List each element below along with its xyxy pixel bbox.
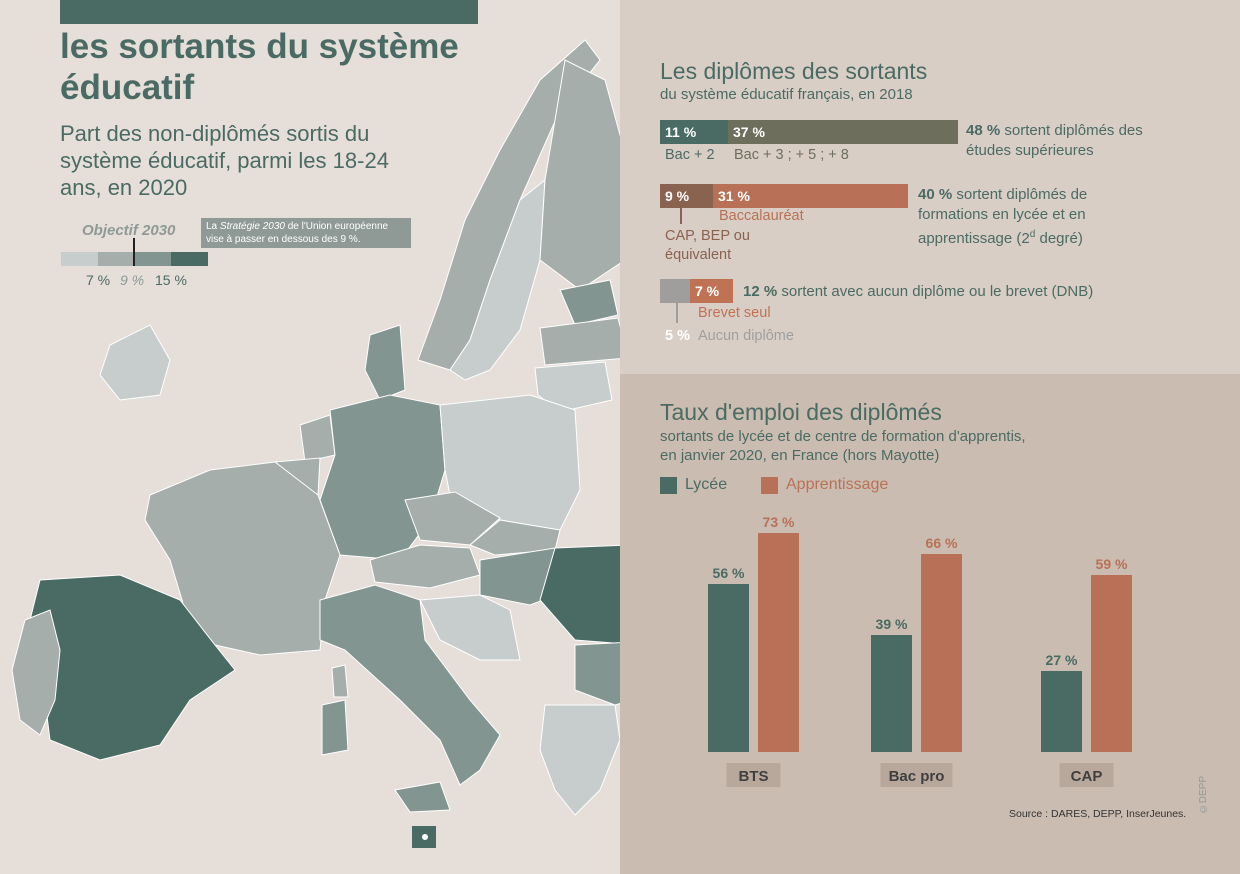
emploi-subtitle-1: sortants de lycée et de centre de format… <box>660 428 1026 445</box>
objective-marker <box>133 238 135 266</box>
seg-bac: 31 % <box>713 184 908 208</box>
note-superieur-text: sortent diplômés des études supérieures <box>966 122 1143 159</box>
legend-apprentissage-swatch <box>761 477 778 494</box>
label-brevet: Brevet seul <box>698 305 771 321</box>
label-bac3: Bac + 3 ; + 5 ; + 8 <box>734 147 849 163</box>
map-czechia <box>404 491 501 546</box>
legend-lycee-swatch <box>660 477 677 494</box>
note-aucun-value: 12 % <box>743 283 778 300</box>
map-ireland <box>99 324 171 401</box>
map-finland <box>539 59 620 291</box>
objective-note-prefix: La <box>206 221 220 232</box>
label-cap: CAP, BEP ou équivalent <box>665 228 750 263</box>
legend-lycee-label: Lycée <box>685 476 728 493</box>
objective-note-suffix: de l'Union européenne vise à passer en d… <box>206 221 389 245</box>
aucun-connector <box>676 303 678 323</box>
note-aucun: 12 % sortent avec aucun diplôme ou le br… <box>743 282 1183 302</box>
diplomes-subtitle: du système éducatif français, en 2018 <box>660 86 913 103</box>
seg-bac3: 37 % <box>728 120 958 144</box>
note-superieur: 48 % sortent diplômés des études supérie… <box>966 121 1166 161</box>
objective-note-em: Stratégie 2030 <box>219 221 285 232</box>
label-bac: Baccalauréat <box>719 208 804 224</box>
objective-label: Objectif 2030 <box>82 222 176 239</box>
map-subtitle: Part des non-diplômés sortis du système … <box>60 121 389 200</box>
diplomes-title: Les diplômes des sortants <box>660 58 928 84</box>
map-netherlands <box>299 414 336 463</box>
note-aucun-text: sortent avec aucun diplôme ou le brevet … <box>777 283 1094 300</box>
map-estonia <box>559 279 619 326</box>
seg-cap: 9 % <box>660 184 713 208</box>
cap-connector <box>680 208 682 224</box>
map-malta <box>422 834 428 840</box>
legend-swatch-4 <box>171 252 208 266</box>
legend-apprentissage-label: Apprentissage <box>786 476 889 493</box>
map-bulgaria <box>574 642 620 706</box>
map-greece <box>539 704 620 816</box>
map-sicily <box>394 781 451 813</box>
note-superieur-value: 48 % <box>966 122 1001 139</box>
legend-swatch-1 <box>61 252 98 266</box>
legend-swatch-3 <box>135 252 171 266</box>
europe-map <box>11 39 620 848</box>
map-latvia <box>539 317 620 366</box>
map-lithuania <box>534 361 613 413</box>
note-second-degre-sup: d <box>1029 229 1036 240</box>
source-note: Source : DARES, DEPP, InserJeunes. <box>1009 808 1187 820</box>
copyright: ©DEPP <box>1198 776 1209 815</box>
title-bar <box>60 0 478 24</box>
legend-tick-9: 9 % <box>120 272 145 288</box>
note-second-degre-text: sortent diplômés de formations en lycée … <box>918 186 1088 247</box>
emploi-title: Taux d'emploi des diplômés <box>660 399 942 425</box>
legend-tick-7: 7 % <box>86 272 111 288</box>
map-corsica <box>331 664 349 698</box>
seg-brevet: 7 % <box>690 279 733 303</box>
map-france <box>144 461 341 656</box>
note-second-degre-end: degré) <box>1035 230 1083 247</box>
label-bac2: Bac + 2 <box>665 147 715 163</box>
map-slovenia-croatia <box>419 594 521 661</box>
map-romania <box>539 544 620 644</box>
page-title: les sortants du système éducatif <box>60 27 459 107</box>
seg-bac2: 11 % <box>660 120 728 144</box>
note-second-degre-value: 40 % <box>918 186 953 203</box>
map-denmark <box>364 324 406 401</box>
legend-tick-15: 15 % <box>155 272 187 288</box>
note-second-degre: 40 % sortent diplômés de formations en l… <box>918 185 1118 249</box>
map-portugal <box>11 609 61 736</box>
objective-note: La Stratégie 2030 de l'Union européenne … <box>201 218 411 248</box>
legend-swatch-2 <box>98 252 135 266</box>
value-aucun: 5 % <box>665 328 690 344</box>
label-aucun: Aucun diplôme <box>698 328 794 344</box>
emploi-subtitle-2: en janvier 2020, en France (hors Mayotte… <box>660 447 940 464</box>
seg-aucun <box>660 279 690 303</box>
map-sardinia <box>321 699 349 756</box>
